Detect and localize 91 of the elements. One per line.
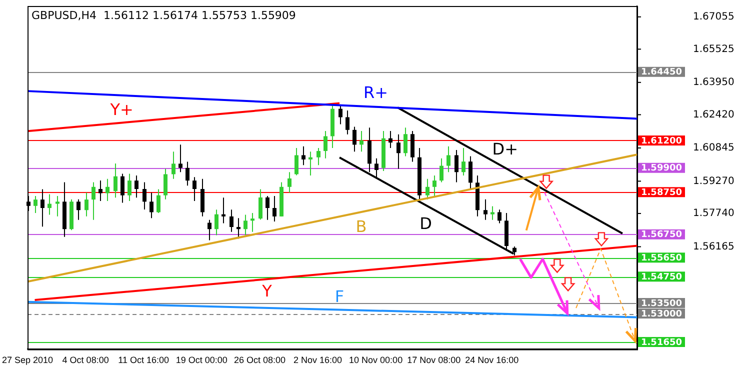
series-label: B <box>356 217 367 236</box>
y-tick-label: 1.59270 <box>693 176 734 187</box>
candlestick <box>34 195 38 214</box>
candlestick <box>164 168 168 200</box>
x-tick-label: 17 Nov 08:00 <box>407 355 461 366</box>
candlestick <box>432 174 436 196</box>
candlestick <box>192 176 196 202</box>
candlestick <box>186 161 190 186</box>
series-label: Y <box>261 281 272 300</box>
ref-line-label: 1.54750 <box>641 272 682 282</box>
chart-title: GBPUSD,H4 1.56112 1.56174 1.55753 1.55909 <box>32 8 296 22</box>
candlestick <box>498 209 502 224</box>
ref-line-label: 1.56750 <box>641 230 682 240</box>
series-label: F <box>334 286 344 306</box>
candlestick <box>114 162 118 198</box>
ref-line-label: 1.53500 <box>641 298 682 309</box>
x-tick-label: 27 Sep 2010 <box>2 355 54 366</box>
candlestick <box>462 148 466 176</box>
candlestick <box>222 197 226 224</box>
series-label: R+ <box>364 83 388 102</box>
x-tick-label: 11 Oct 16:00 <box>118 355 170 366</box>
candlestick <box>128 173 132 202</box>
candlestick <box>352 126 356 152</box>
candlestick <box>346 110 350 135</box>
candlestick <box>134 174 138 198</box>
candlestick <box>338 104 342 125</box>
series-label: Y+ <box>109 100 134 119</box>
candlestick <box>150 192 154 219</box>
candlestick <box>308 151 312 176</box>
candlestick <box>302 146 306 166</box>
ref-line-label: 1.53000 <box>641 309 682 320</box>
ref-line-label: 1.55650 <box>641 253 682 264</box>
candlestick <box>454 149 458 183</box>
x-tick-label: 19 Oct 00:00 <box>176 355 228 366</box>
y-tick-label: 1.65525 <box>693 44 734 55</box>
candlestick <box>258 188 262 220</box>
candlestick <box>360 130 364 152</box>
y-tick-label: 1.62420 <box>693 109 734 120</box>
candlestick <box>250 212 254 232</box>
candlestick <box>272 195 276 222</box>
y-tick-label: 1.56165 <box>693 241 734 252</box>
candlestick <box>76 198 80 220</box>
candlestick <box>294 148 298 176</box>
x-tick-label: 2 Nov 16:00 <box>293 355 342 366</box>
candlestick <box>446 146 450 173</box>
candlestick <box>230 209 234 232</box>
candlestick <box>56 195 60 217</box>
ref-line-label: 1.51650 <box>641 338 682 348</box>
candlestick <box>316 148 320 166</box>
candlestick <box>156 188 160 214</box>
y-tick-label: 1.60845 <box>693 142 734 154</box>
ref-line-label: 1.58750 <box>641 188 682 198</box>
candlestick <box>208 219 212 241</box>
y-tick-label: 1.63950 <box>693 77 734 88</box>
candlestick <box>178 144 182 173</box>
candlestick <box>468 156 472 190</box>
candlestick <box>200 178 204 217</box>
candlestick <box>172 151 176 180</box>
candlestick <box>48 194 52 216</box>
candlestick <box>92 182 96 220</box>
candlestick <box>40 188 44 228</box>
x-tick-label: 10 Nov 00:00 <box>349 355 403 366</box>
candlestick <box>490 206 494 220</box>
x-tick-label: 26 Oct 08:00 <box>234 355 286 366</box>
candlestick <box>266 195 270 220</box>
candlestick <box>484 198 488 220</box>
candlestick <box>84 192 88 217</box>
x-tick-label: 4 Oct 08:00 <box>62 355 109 366</box>
candlestick <box>426 178 430 200</box>
candlestick <box>244 214 248 236</box>
y-tick-label: 1.67055 <box>693 11 734 22</box>
candlestick <box>236 218 240 240</box>
candlestick <box>142 182 146 210</box>
ref-line-label: 1.61200 <box>641 136 682 146</box>
candlestick <box>98 180 102 202</box>
x-tick-label: 24 Nov 16:00 <box>465 355 519 366</box>
candlestick <box>396 134 400 170</box>
ref-line-label: 1.64450 <box>641 68 682 78</box>
candlestick <box>388 130 392 149</box>
candlestick <box>440 158 444 183</box>
candlestick <box>324 130 328 159</box>
candlestick <box>214 209 218 236</box>
candlestick <box>404 127 408 157</box>
series-label: D <box>420 214 432 233</box>
candlestick <box>410 130 414 162</box>
candlestick <box>106 178 110 202</box>
y-tick-label: 1.57740 <box>693 208 734 220</box>
series-label: D+ <box>492 140 518 159</box>
candlestick <box>288 172 292 194</box>
ref-line-label: 1.59900 <box>641 164 682 174</box>
candlestick <box>120 173 124 204</box>
